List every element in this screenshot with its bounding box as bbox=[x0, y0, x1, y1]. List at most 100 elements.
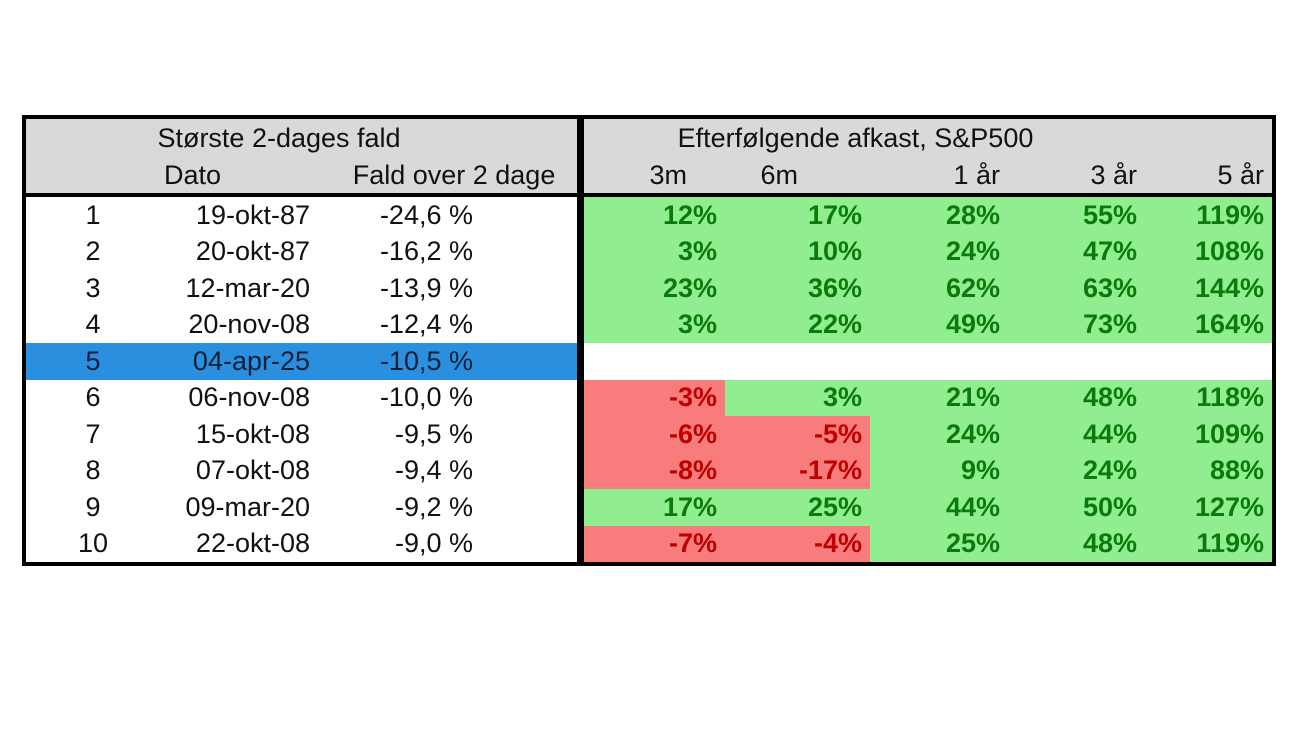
fall-cell[interactable]: -9,5 % bbox=[394, 418, 473, 449]
return-cell[interactable] bbox=[584, 343, 725, 380]
fall-cell[interactable]: -9,2 % bbox=[394, 491, 473, 522]
returns-title[interactable]: Efterfølgende afkast, S&P500 bbox=[677, 122, 1034, 153]
rank-cell[interactable]: 9 bbox=[85, 491, 101, 522]
returns-row: 23% 36% 62% 63% 144% bbox=[584, 270, 1272, 307]
drawdown-title[interactable]: Største 2-dages fald bbox=[157, 122, 401, 153]
fall-cell[interactable]: -24,6 % bbox=[379, 199, 473, 230]
rank-cell[interactable]: 1 bbox=[85, 199, 101, 230]
return-cell[interactable]: 25% bbox=[870, 525, 1008, 562]
return-cell[interactable]: 3% bbox=[584, 233, 725, 270]
return-cell[interactable]: 50% bbox=[1008, 489, 1145, 526]
return-cell[interactable]: -7% bbox=[584, 525, 725, 562]
return-cell[interactable]: 22% bbox=[725, 306, 870, 343]
return-cell[interactable]: 164% bbox=[1145, 306, 1272, 343]
return-cell[interactable] bbox=[1008, 343, 1145, 380]
return-cell[interactable]: 73% bbox=[1008, 306, 1145, 343]
return-cell[interactable]: 23% bbox=[584, 270, 725, 307]
return-cell[interactable] bbox=[870, 343, 1008, 380]
fall-cell[interactable]: -10,0 % bbox=[379, 382, 473, 413]
rank-cell[interactable]: 7 bbox=[85, 418, 101, 449]
return-cell[interactable]: 24% bbox=[1008, 452, 1145, 489]
return-cell[interactable]: -5% bbox=[725, 416, 870, 453]
return-cell[interactable]: 118% bbox=[1145, 379, 1272, 416]
date-cell[interactable]: 15-okt-08 bbox=[195, 418, 310, 449]
date-cell[interactable]: 09-mar-20 bbox=[185, 491, 310, 522]
date-cell[interactable]: 04-apr-25 bbox=[192, 345, 310, 376]
return-cell[interactable]: -17% bbox=[725, 452, 870, 489]
drawdown-row: 7 15-okt-08 -9,5 % bbox=[26, 416, 577, 453]
return-cell[interactable]: -4% bbox=[725, 525, 870, 562]
fall-cell[interactable]: -13,9 % bbox=[379, 272, 473, 303]
drawdown-row: 6 06-nov-08 -10,0 % bbox=[26, 380, 577, 417]
date-cell[interactable]: 06-nov-08 bbox=[188, 382, 310, 413]
return-cell[interactable] bbox=[725, 343, 870, 380]
return-cell[interactable]: 119% bbox=[1145, 525, 1272, 562]
return-cell[interactable]: 44% bbox=[870, 489, 1008, 526]
return-cell[interactable]: 21% bbox=[870, 379, 1008, 416]
return-cell[interactable]: 47% bbox=[1008, 233, 1145, 270]
return-cell[interactable]: 62% bbox=[870, 270, 1008, 307]
return-cell[interactable]: 88% bbox=[1145, 452, 1272, 489]
return-cell[interactable]: 63% bbox=[1008, 270, 1145, 307]
column-header-fald[interactable]: Fald over 2 dage bbox=[352, 159, 556, 190]
rank-cell[interactable]: 3 bbox=[85, 272, 101, 303]
column-header-1yr[interactable]: 1 år bbox=[953, 159, 1000, 190]
returns-row-empty bbox=[584, 343, 1272, 380]
return-cell[interactable]: 127% bbox=[1145, 489, 1272, 526]
rank-cell[interactable]: 2 bbox=[85, 236, 101, 267]
fall-cell[interactable]: -9,4 % bbox=[394, 455, 473, 486]
date-cell[interactable]: 19-okt-87 bbox=[195, 199, 310, 230]
return-cell[interactable]: 48% bbox=[1008, 525, 1145, 562]
date-cell[interactable]: 20-okt-87 bbox=[195, 236, 310, 267]
return-cell[interactable]: 108% bbox=[1145, 233, 1272, 270]
fall-cell[interactable]: -12,4 % bbox=[379, 309, 473, 340]
rank-cell[interactable]: 5 bbox=[85, 345, 101, 376]
return-cell[interactable]: -3% bbox=[584, 379, 725, 416]
return-cell[interactable]: 3% bbox=[725, 379, 870, 416]
rank-cell[interactable]: 4 bbox=[85, 309, 101, 340]
column-header-6m[interactable]: 6m bbox=[760, 159, 798, 190]
rank-cell[interactable]: 10 bbox=[77, 528, 109, 559]
drawdown-returns-table: Største 2-dages fald Dato Fald over 2 da… bbox=[22, 115, 1276, 566]
fall-cell[interactable]: -16,2 % bbox=[379, 236, 473, 267]
returns-row: 3% 22% 49% 73% 164% bbox=[584, 306, 1272, 343]
column-header-5yr[interactable]: 5 år bbox=[1217, 159, 1264, 190]
date-cell[interactable]: 12-mar-20 bbox=[185, 272, 310, 303]
return-cell[interactable]: 24% bbox=[870, 233, 1008, 270]
return-cell[interactable] bbox=[1145, 343, 1272, 380]
rank-cell[interactable]: 8 bbox=[85, 455, 101, 486]
rank-cell[interactable]: 6 bbox=[85, 382, 101, 413]
date-cell[interactable]: 07-okt-08 bbox=[195, 455, 310, 486]
return-cell[interactable]: -8% bbox=[584, 452, 725, 489]
return-cell[interactable]: 17% bbox=[584, 489, 725, 526]
date-cell[interactable]: 22-okt-08 bbox=[195, 528, 310, 559]
fall-cell[interactable]: -9,0 % bbox=[394, 528, 473, 559]
returns-row: -7% -4% 25% 48% 119% bbox=[584, 525, 1272, 562]
drawdown-row: 1 19-okt-87 -24,6 % bbox=[26, 197, 577, 234]
return-cell[interactable]: 36% bbox=[725, 270, 870, 307]
return-cell[interactable]: 109% bbox=[1145, 416, 1272, 453]
return-cell[interactable]: 9% bbox=[870, 452, 1008, 489]
fall-cell[interactable]: -10,5 % bbox=[379, 345, 473, 376]
return-cell[interactable]: -6% bbox=[584, 416, 725, 453]
return-cell[interactable]: 10% bbox=[725, 233, 870, 270]
returns-header: Efterfølgende afkast, S&P500 3m 6m 1 år … bbox=[584, 119, 1272, 197]
column-header-3m[interactable]: 3m bbox=[649, 159, 687, 190]
drawdown-row: 2 20-okt-87 -16,2 % bbox=[26, 234, 577, 271]
return-cell[interactable]: 49% bbox=[870, 306, 1008, 343]
return-cell[interactable]: 44% bbox=[1008, 416, 1145, 453]
return-cell[interactable]: 17% bbox=[725, 197, 870, 234]
column-header-3yr[interactable]: 3 år bbox=[1090, 159, 1137, 190]
return-cell[interactable]: 3% bbox=[584, 306, 725, 343]
column-header-dato[interactable]: Dato bbox=[164, 159, 222, 190]
return-cell[interactable]: 12% bbox=[584, 197, 725, 234]
return-cell[interactable]: 48% bbox=[1008, 379, 1145, 416]
return-cell[interactable]: 25% bbox=[725, 489, 870, 526]
return-cell[interactable]: 24% bbox=[870, 416, 1008, 453]
return-cell[interactable]: 55% bbox=[1008, 197, 1145, 234]
return-cell[interactable]: 119% bbox=[1145, 197, 1272, 234]
date-cell[interactable]: 20-nov-08 bbox=[188, 309, 310, 340]
return-cell[interactable]: 28% bbox=[870, 197, 1008, 234]
drawdown-row: 9 09-mar-20 -9,2 % bbox=[26, 489, 577, 526]
return-cell[interactable]: 144% bbox=[1145, 270, 1272, 307]
